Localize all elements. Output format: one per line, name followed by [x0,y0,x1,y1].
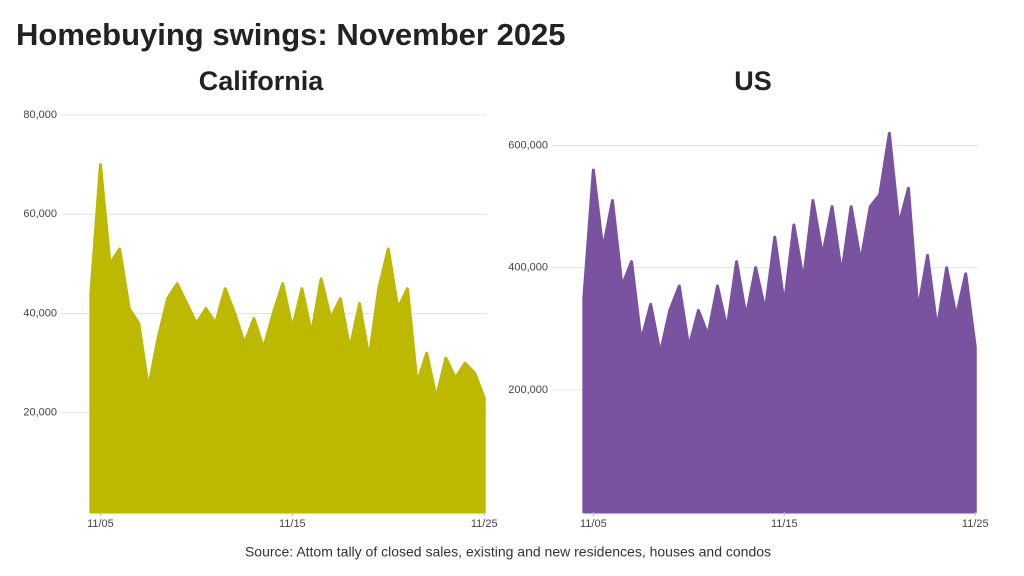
x-tick-label: 11/25 [962,518,989,530]
y-tick-label: 600,000 [508,139,548,151]
y-tick-label: 60,000 [23,208,57,220]
x-tick-label: 11/15 [279,518,306,530]
panel-title: California [199,66,325,96]
y-tick-label: 20,000 [23,407,57,419]
page-title: Homebuying swings: November 2025 [16,17,566,52]
x-tick-label: 11/05 [87,518,114,530]
x-tick-label: 11/15 [771,518,798,530]
y-tick-label: 200,000 [508,384,548,396]
panel-title: US [734,66,772,96]
y-tick-label: 400,000 [508,262,548,274]
area [582,131,977,514]
x-tick-label: 11/05 [580,518,607,530]
source-note: Source: Attom tally of closed sales, exi… [245,544,771,560]
y-tick-label: 80,000 [23,109,57,121]
x-tick-label: 11/25 [471,518,498,530]
area [89,163,486,514]
y-tick-label: 40,000 [23,307,57,319]
